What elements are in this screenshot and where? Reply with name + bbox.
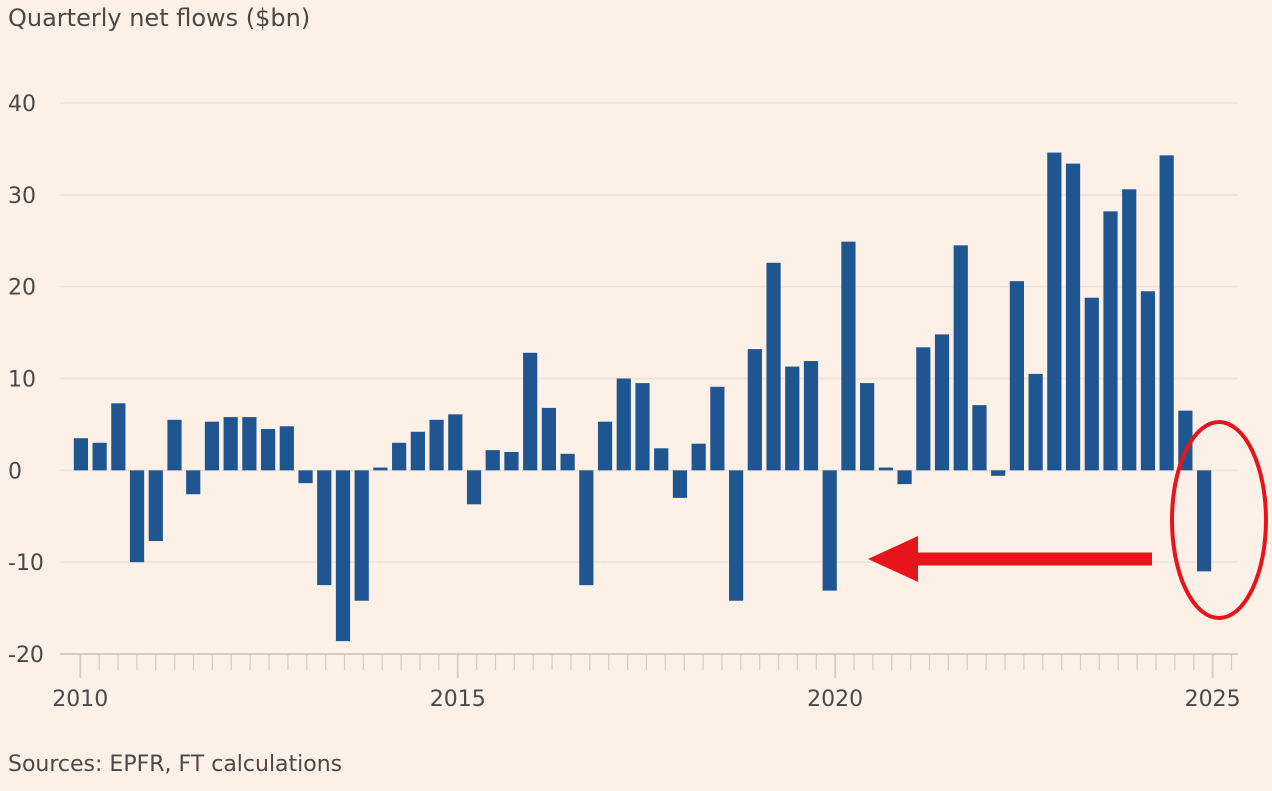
bar	[523, 352, 538, 471]
bar	[729, 470, 744, 601]
bar	[1065, 163, 1081, 471]
bar	[111, 403, 126, 471]
bar	[710, 386, 725, 471]
bar	[616, 378, 631, 471]
bar	[1009, 281, 1024, 471]
chart-title: Quarterly net flows ($bn)	[8, 4, 311, 32]
bar	[579, 470, 594, 586]
bar	[1140, 291, 1156, 471]
bar	[410, 431, 425, 471]
bar	[466, 470, 482, 505]
bar	[803, 361, 819, 471]
x-tick-label: 2010	[52, 687, 108, 712]
bar	[1084, 297, 1099, 471]
bars	[73, 152, 1212, 642]
bar	[392, 442, 407, 471]
bar	[972, 405, 987, 471]
y-tick-label: 30	[8, 184, 36, 209]
bar	[204, 421, 220, 471]
bar	[298, 470, 313, 484]
y-tick-label: -10	[8, 551, 44, 576]
bar	[167, 419, 182, 471]
y-tick-label: 0	[8, 459, 22, 484]
y-tick-label: 40	[8, 92, 36, 117]
bar	[1028, 373, 1043, 471]
bar	[953, 245, 968, 471]
bar	[560, 453, 575, 471]
bar	[1159, 155, 1174, 471]
bar	[504, 451, 519, 471]
bar	[597, 421, 613, 471]
chart-source: Sources: EPFR, FT calculations	[8, 752, 343, 777]
bar	[841, 241, 856, 471]
bar	[448, 414, 463, 471]
annotations	[868, 420, 1268, 620]
bar	[1122, 189, 1137, 471]
bar	[317, 470, 332, 586]
bar	[1103, 211, 1118, 471]
bar	[73, 438, 88, 471]
bar	[485, 450, 500, 471]
bar	[1047, 152, 1062, 471]
bar	[747, 349, 762, 471]
y-tick-label: 20	[8, 276, 36, 301]
bar	[916, 347, 931, 471]
bar	[279, 426, 294, 471]
bar	[654, 448, 669, 471]
bar	[766, 262, 781, 471]
bar	[429, 419, 444, 471]
bar	[373, 467, 388, 471]
bar	[186, 470, 201, 495]
bar	[354, 470, 369, 601]
bar	[934, 334, 950, 471]
bar	[148, 470, 163, 542]
highlight-circle	[1170, 420, 1268, 620]
bar	[691, 443, 706, 471]
bar	[785, 366, 800, 471]
bar	[672, 470, 688, 498]
bar	[1197, 470, 1212, 572]
bar	[92, 442, 107, 471]
x-axis: 2010 2015 2020 2025	[52, 653, 1241, 712]
bar	[223, 417, 238, 471]
y-axis: 40 30 20 10 0 -10 -20	[8, 92, 44, 668]
x-tick-label: 2020	[807, 687, 863, 712]
bar	[541, 407, 556, 471]
bar	[635, 383, 650, 471]
bar	[822, 470, 837, 591]
bar	[860, 383, 875, 471]
bar	[991, 470, 1006, 476]
arrow-head	[868, 536, 918, 582]
x-tick-label: 2015	[430, 687, 486, 712]
bar	[242, 417, 257, 471]
y-tick-label: -20	[8, 643, 44, 668]
y-tick-label: 10	[8, 368, 36, 393]
bar	[878, 467, 893, 471]
bar	[129, 470, 145, 563]
bar	[897, 470, 912, 485]
bar	[335, 470, 351, 642]
x-tick-label: 2025	[1185, 687, 1241, 712]
bar	[261, 429, 276, 471]
